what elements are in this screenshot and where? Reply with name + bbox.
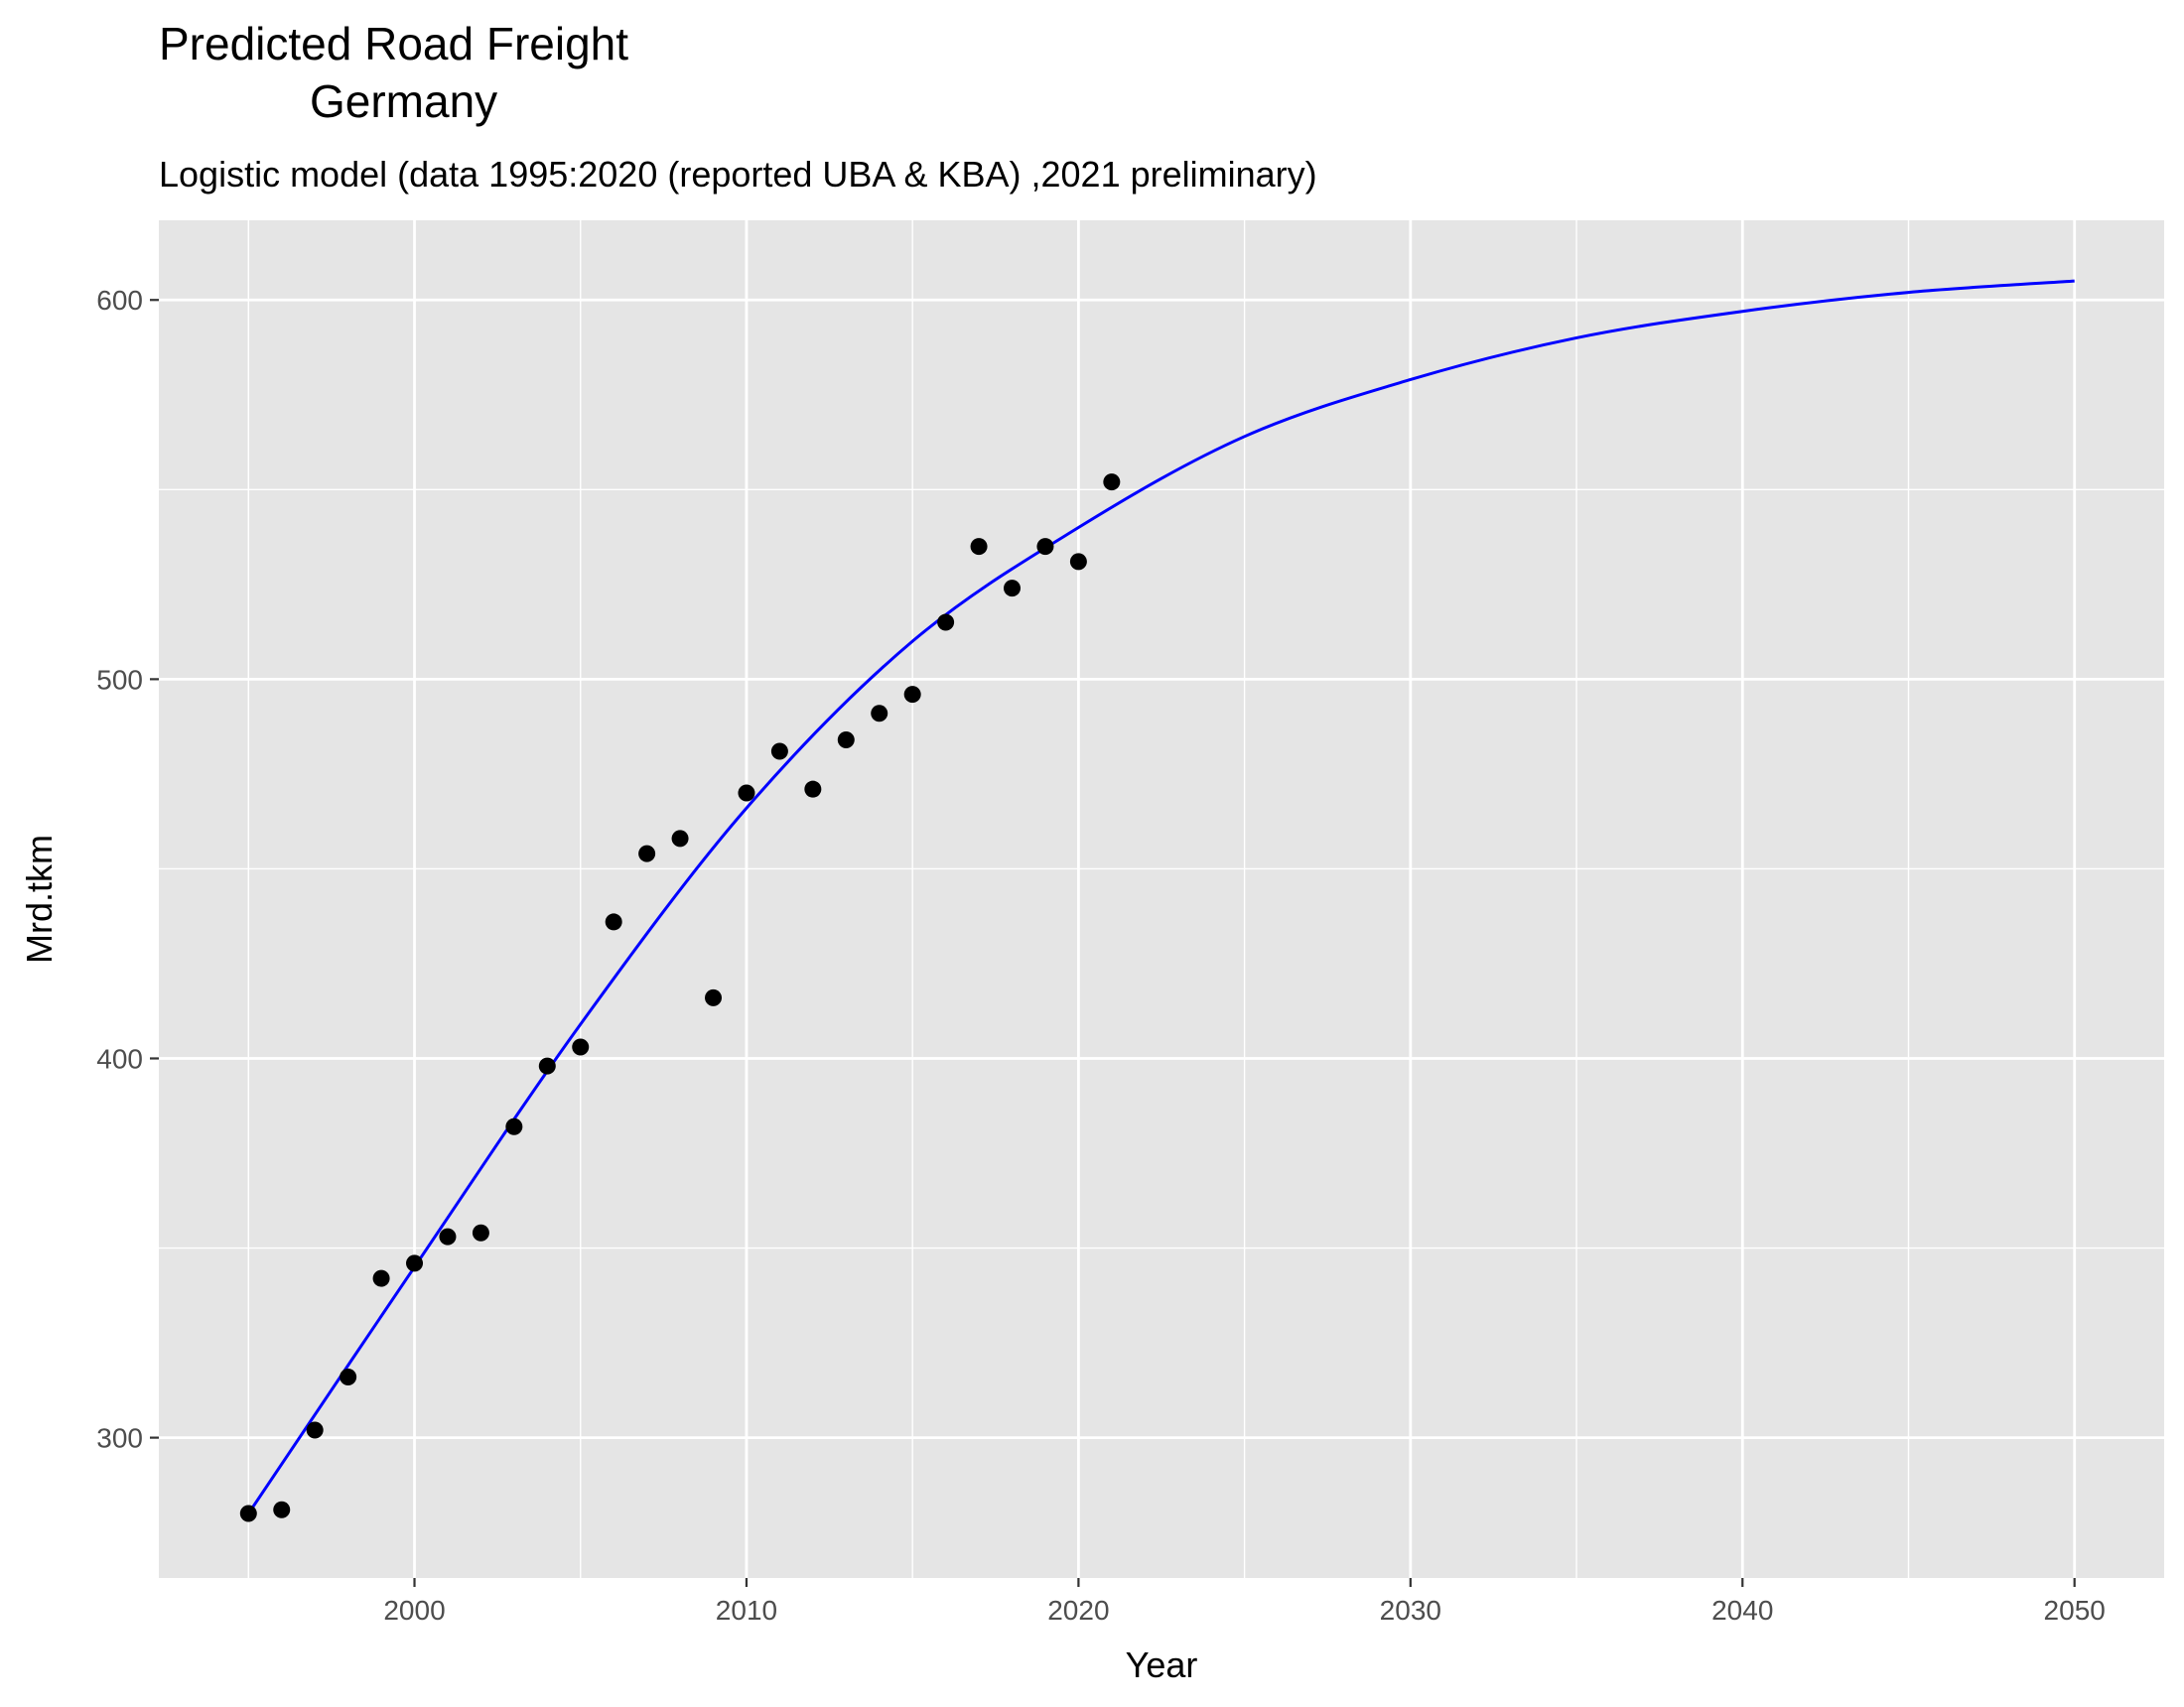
x-tick-label: 2030 bbox=[1380, 1595, 1441, 1626]
data-point bbox=[472, 1224, 489, 1242]
chart-subtitle: Logistic model (data 1995:2020 (reported… bbox=[159, 154, 1317, 195]
data-points bbox=[239, 473, 1121, 1522]
y-axis-title: Mrd.tkm bbox=[19, 835, 60, 964]
x-tick-label: 2020 bbox=[1047, 1595, 1109, 1626]
y-tick-label: 600 bbox=[96, 285, 143, 316]
data-point bbox=[273, 1501, 291, 1518]
data-point bbox=[306, 1421, 324, 1439]
data-point bbox=[804, 780, 822, 798]
y-axis-ticks: 300 400 500 600 bbox=[96, 285, 159, 1454]
x-axis-ticks: 2000 2010 2020 2030 2040 2050 bbox=[383, 1578, 2106, 1626]
data-point bbox=[1036, 538, 1054, 556]
data-point bbox=[903, 686, 921, 704]
x-axis-title: Year bbox=[1126, 1644, 1198, 1685]
x-tick-label: 2040 bbox=[1711, 1595, 1773, 1626]
data-point bbox=[605, 913, 622, 931]
data-point bbox=[738, 784, 755, 802]
data-point bbox=[837, 731, 855, 749]
data-point bbox=[638, 845, 656, 862]
data-point bbox=[572, 1038, 590, 1056]
data-point bbox=[1004, 580, 1022, 597]
data-point bbox=[1069, 553, 1087, 571]
data-point bbox=[937, 613, 955, 631]
data-point bbox=[372, 1269, 390, 1287]
data-point bbox=[1103, 473, 1121, 491]
data-point bbox=[406, 1254, 424, 1272]
y-tick-label: 500 bbox=[96, 664, 143, 695]
data-point bbox=[538, 1057, 556, 1075]
data-point bbox=[439, 1228, 457, 1246]
chart-title-line2: Germany bbox=[310, 75, 497, 127]
data-point bbox=[239, 1505, 257, 1522]
data-point bbox=[970, 538, 988, 556]
grid-minor bbox=[159, 220, 2164, 1578]
plot-panel bbox=[159, 220, 2164, 1578]
chart-title-line1: Predicted Road Freight bbox=[159, 18, 628, 69]
data-point bbox=[871, 705, 888, 722]
x-tick-label: 2010 bbox=[716, 1595, 777, 1626]
data-point bbox=[671, 830, 689, 848]
x-tick-label: 2050 bbox=[2044, 1595, 2106, 1626]
x-tick-label: 2000 bbox=[383, 1595, 445, 1626]
data-point bbox=[770, 742, 788, 760]
y-tick-label: 300 bbox=[96, 1423, 143, 1454]
y-tick-label: 400 bbox=[96, 1043, 143, 1074]
data-point bbox=[505, 1117, 523, 1135]
data-point bbox=[340, 1368, 357, 1385]
data-point bbox=[705, 988, 723, 1006]
